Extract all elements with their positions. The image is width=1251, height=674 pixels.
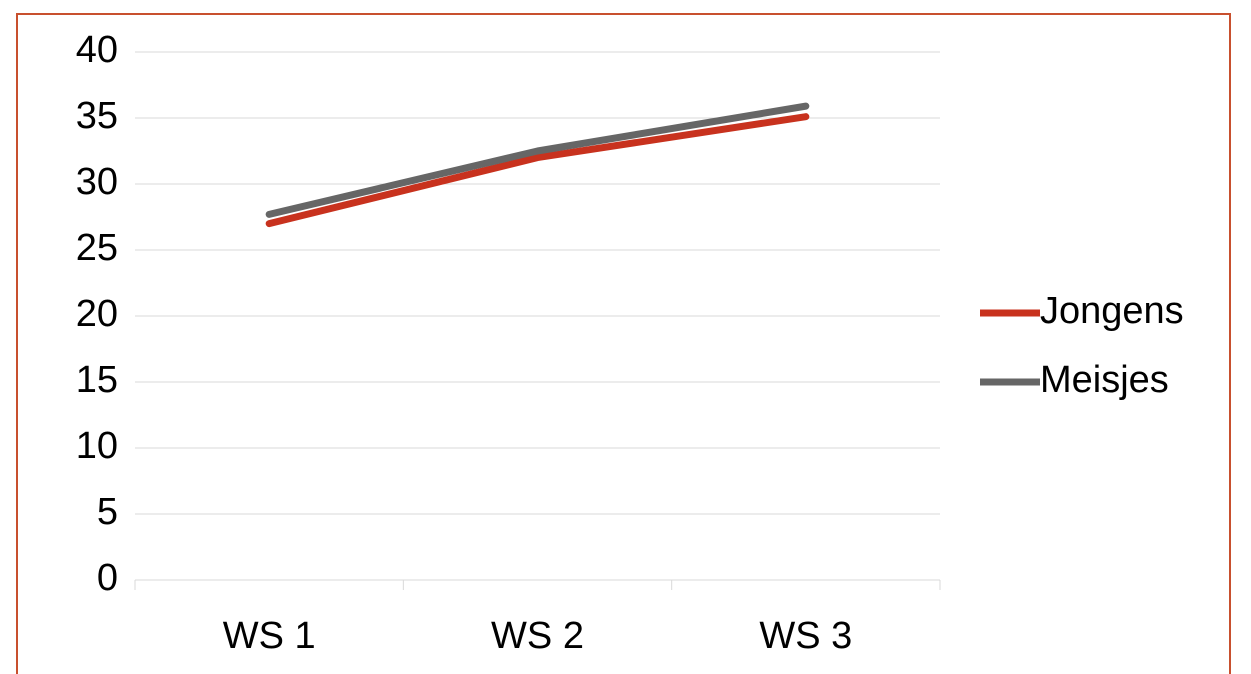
- line-series: [265, 113, 810, 228]
- y-tick-label: 20: [76, 293, 118, 335]
- y-tick-label: 10: [76, 425, 118, 467]
- y-tick-label: 5: [97, 491, 118, 533]
- y-tick-label: 25: [76, 227, 118, 269]
- x-tick-label: WS 1: [223, 615, 316, 657]
- line-series: [265, 102, 810, 218]
- legend-label: Meisjes: [1040, 359, 1169, 401]
- x-tick-label: WS 3: [759, 615, 852, 657]
- x-tick-label: WS 2: [491, 615, 584, 657]
- y-tick-label: 30: [76, 161, 118, 203]
- y-tick-label: 15: [76, 359, 118, 401]
- legend-label: Jongens: [1040, 290, 1184, 332]
- y-tick-label: 35: [76, 95, 118, 137]
- chart-frame: [16, 13, 1231, 674]
- y-tick-label: 40: [76, 29, 118, 71]
- y-tick-label: 0: [97, 557, 118, 599]
